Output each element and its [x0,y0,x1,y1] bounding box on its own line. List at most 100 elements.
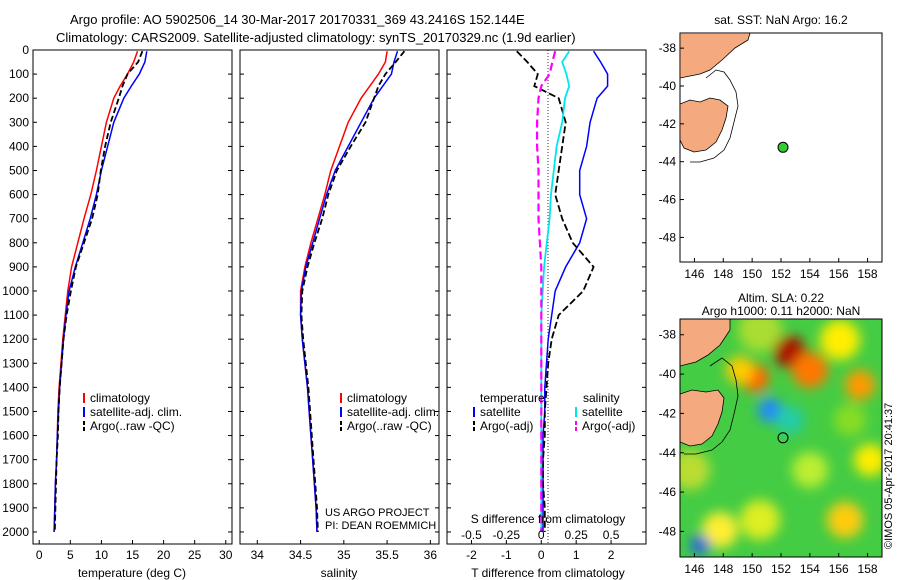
sla-lon-label: 156 [829,562,849,576]
sla-lon-label: 152 [771,562,791,576]
sla-lat-label: -48 [659,524,677,538]
s-diff-tick-label: -0.25 [493,528,521,542]
temperature-argo-line [53,50,144,533]
sla-map-title-2: Argo h1000: 0.11 h2000: NaN [702,304,861,318]
sla-lon-label: 146 [684,562,704,576]
t-diff-tick-label: 2 [608,548,615,562]
temperature-tick-label: 30 [219,548,233,562]
depth-tick-label: 1800 [2,477,29,491]
header-line-2: Climatology: CARS2009. Satellite-adjuste… [56,30,576,45]
temperature-tick-label: 0 [36,548,43,562]
depth-axis: 0 100 200 300 400 500 600 700 800 900 1000 1100 1200… [2,43,646,539]
depth-tick-label: 400 [9,139,29,153]
salinity-tick-label: 35.5 [375,548,399,562]
imos-credit: ©IMOS 05-Apr-2017 20:41:37 [883,403,895,549]
salinity-panel: 34 34.5 35 35.5 36 salinity climatologysatel… [239,49,440,580]
depth-tick-label: 600 [9,188,29,202]
depth-tick-label: 1700 [2,453,29,467]
depth-tick-label: 1200 [2,332,29,346]
sla-lat-label: -46 [659,485,677,499]
tasmania-land [680,97,729,153]
sst-lon-label: 158 [858,267,878,281]
sla-lon-label: 150 [742,562,762,576]
s-diff-argo-line [535,50,557,532]
t-diff-tick-label: 1 [573,548,580,562]
diff-legend-label: Argo(-adj) [480,419,533,433]
salinity-tick-label: 34 [251,548,265,562]
bathymetry-contour [690,69,739,163]
project-annotation: US ARGO PROJECT [325,507,430,519]
salinity-legend-label: satellite-adj. clim. [347,405,439,419]
depth-tick-label: 1100 [3,308,29,322]
sst-lat-label: -48 [659,230,677,244]
depth-tick-label: 1900 [2,501,29,515]
sst-lat-label: -38 [659,41,677,55]
t-difference-xlabel: T difference from climatology [471,566,625,580]
s-difference-xlabel: S difference from climatology [471,512,626,526]
temperature-legend-label: satellite-adj. clim. [90,405,182,419]
temperature-tick-label: 10 [95,548,109,562]
mainland-land [680,33,751,79]
pi-annotation: PI: DEAN ROEMMICH [325,520,436,532]
temperature-tick-label: 25 [188,548,202,562]
salinity-legend-label: Argo(..raw -QC) [347,419,432,433]
sla-float-marker [777,432,789,444]
salinity-legend-label: climatology [347,391,407,405]
sla-lon-label: 154 [800,562,820,576]
salinity-satellite-line [299,50,399,533]
s-diff-tick-label: 0.5 [603,528,620,542]
sla-lat-label: -40 [659,367,677,381]
difference-legend: temperature salinitysatelliteArgo(-adj)sa… [473,391,635,433]
difference-panel: -2 -1 0 1 2 -0.5 -0.25 0 0.25 0.5 S difference fr… [446,49,647,580]
temperature-climatology-line [53,50,139,533]
sst-lon-label: 152 [771,267,791,281]
s-diff-tick-label: 0 [538,528,545,542]
temperature-tick-label: 20 [157,548,171,562]
t-diff-argo-line [516,50,595,532]
salinity-tick-label: 35 [337,548,351,562]
sla-map-title-1: Altim. SLA: 0.22 [738,291,824,305]
diff-legend-header-temperature: temperature [480,391,545,405]
temperature-tick-label: 5 [67,548,74,562]
sla-lat-label: -42 [659,406,677,420]
diff-legend-label: satellite [582,405,623,419]
salinity-xlabel: salinity [321,566,358,580]
depth-tick-label: 1500 [2,404,29,418]
depth-tick-label: 500 [9,163,29,177]
sla-contour [684,357,739,455]
diff-legend-label: satellite [480,405,521,419]
sla-field [680,319,882,555]
diff-legend-label: Argo(-adj) [582,419,635,433]
sst-lon-label: 150 [742,267,762,281]
sst-lon-label: 146 [684,267,704,281]
t-diff-satellite-line [542,50,609,532]
sst-lat-label: -40 [659,79,677,93]
s-diff-tick-label: -0.5 [461,528,482,542]
t-diff-tick-label: 0 [538,548,545,562]
s-diff-tick-label: 0.25 [564,528,588,542]
diff-legend-header-salinity: salinity [583,391,620,405]
depth-tick-label: 1400 [2,380,29,394]
depth-tick-label: 900 [9,260,29,274]
temperature-legend-label: climatology [90,391,150,405]
depth-tick-label: 1300 [2,356,29,370]
salinity-tick-label: 34.5 [289,548,313,562]
sla-tasmania-land [680,389,725,447]
sst-lat-label: -46 [659,193,677,207]
sla-lon-label: 158 [858,562,878,576]
sst-lon-label: 148 [713,267,733,281]
sla-lat-label: -44 [659,446,677,460]
depth-tick-label: 800 [9,236,29,250]
header-line-1: Argo profile: AO 5902506_14 30-Mar-2017 … [70,12,525,27]
sla-mainland-land [680,319,731,367]
sst-map: sat. SST: NaN Argo: 16.2 146 148 150 152 154… [659,13,883,281]
sla-lon-label: 148 [713,562,733,576]
depth-tick-label: 1000 [2,284,29,298]
sst-lon-label: 156 [829,267,849,281]
sst-lat-label: -42 [659,117,677,131]
temperature-panel: 0 5 10 15 20 25 30 temperature (deg C) climato… [32,49,233,580]
sla-map: Altim. SLA: 0.22 Argo h1000: 0.11 h2000:… [659,291,883,576]
